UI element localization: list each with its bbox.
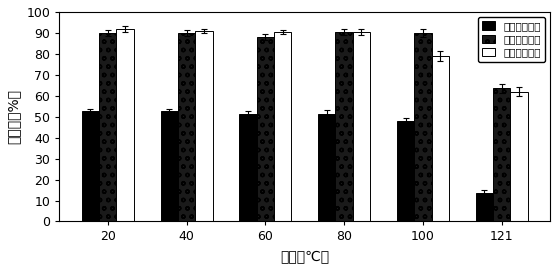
Bar bbox=[160, 112, 178, 221]
X-axis label: 温度（℃）: 温度（℃） bbox=[280, 249, 329, 263]
Bar bbox=[82, 112, 99, 221]
Bar bbox=[510, 92, 527, 221]
Bar bbox=[257, 37, 274, 221]
Legend: 葫萄炭疽病菌, 葫萄白腐病菌, 苹果轮纹病菌: 葫萄炭疽病菌, 葫萄白腐病菌, 苹果轮纹病菌 bbox=[478, 17, 545, 62]
Bar bbox=[432, 56, 449, 221]
Bar bbox=[476, 193, 493, 221]
Bar bbox=[99, 33, 116, 221]
Bar bbox=[195, 31, 213, 221]
Bar bbox=[414, 33, 432, 221]
Bar bbox=[397, 121, 414, 221]
Bar bbox=[353, 32, 370, 221]
Bar bbox=[274, 32, 291, 221]
Bar bbox=[318, 114, 335, 221]
Bar bbox=[240, 114, 257, 221]
Bar bbox=[335, 32, 353, 221]
Bar bbox=[178, 33, 195, 221]
Bar bbox=[116, 29, 134, 221]
Y-axis label: 抑菌率（%）: 抑菌率（%） bbox=[7, 89, 21, 144]
Bar bbox=[493, 88, 510, 221]
